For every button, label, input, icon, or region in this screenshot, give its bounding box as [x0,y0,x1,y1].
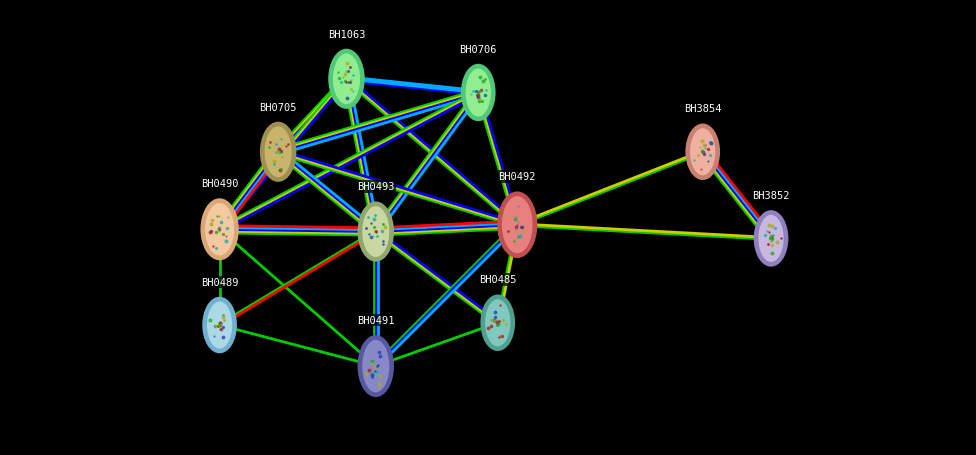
Ellipse shape [328,50,365,110]
Ellipse shape [202,297,237,354]
Text: BH0706: BH0706 [460,45,497,55]
Ellipse shape [332,53,361,106]
Ellipse shape [497,192,538,258]
Ellipse shape [480,295,515,351]
Ellipse shape [200,199,239,261]
Ellipse shape [204,202,235,257]
Ellipse shape [685,124,720,181]
Ellipse shape [484,298,511,348]
Ellipse shape [264,126,293,179]
Ellipse shape [260,122,297,182]
Text: BH0705: BH0705 [260,102,297,112]
Text: BH0489: BH0489 [201,277,238,287]
Ellipse shape [465,68,492,118]
Ellipse shape [206,301,233,350]
Ellipse shape [357,202,394,262]
Ellipse shape [461,65,496,122]
Ellipse shape [361,339,390,394]
Text: BH3852: BH3852 [752,191,790,201]
Ellipse shape [361,206,390,258]
Text: BH0493: BH0493 [357,182,394,192]
Ellipse shape [501,196,534,255]
Text: BH3854: BH3854 [684,104,721,114]
Text: BH0491: BH0491 [357,315,394,325]
Text: BH0485: BH0485 [479,275,516,285]
Ellipse shape [757,214,785,263]
Ellipse shape [753,211,789,267]
Ellipse shape [357,335,394,397]
Text: BH0490: BH0490 [201,179,238,189]
Text: BH0492: BH0492 [499,172,536,182]
Text: BH1063: BH1063 [328,30,365,40]
Ellipse shape [689,128,716,177]
